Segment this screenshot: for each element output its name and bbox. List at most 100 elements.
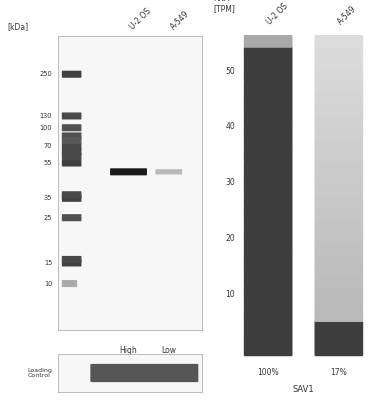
Text: Loading
Control: Loading Control (27, 368, 52, 378)
FancyBboxPatch shape (62, 143, 82, 150)
FancyBboxPatch shape (244, 252, 292, 265)
FancyBboxPatch shape (315, 286, 363, 299)
FancyBboxPatch shape (244, 206, 292, 219)
FancyBboxPatch shape (244, 229, 292, 242)
FancyBboxPatch shape (315, 206, 363, 219)
Text: 20: 20 (226, 234, 235, 243)
FancyBboxPatch shape (110, 168, 147, 175)
FancyBboxPatch shape (315, 298, 363, 310)
FancyBboxPatch shape (244, 275, 292, 288)
FancyBboxPatch shape (62, 112, 82, 120)
FancyBboxPatch shape (315, 172, 363, 185)
FancyBboxPatch shape (315, 161, 363, 174)
FancyBboxPatch shape (244, 344, 292, 356)
FancyBboxPatch shape (315, 104, 363, 116)
FancyBboxPatch shape (315, 69, 363, 82)
Text: U-2 OS: U-2 OS (129, 7, 153, 32)
FancyBboxPatch shape (315, 81, 363, 94)
FancyBboxPatch shape (315, 149, 363, 162)
Text: 130: 130 (40, 113, 52, 119)
FancyBboxPatch shape (315, 126, 363, 139)
Text: 15: 15 (44, 260, 52, 266)
Text: A-549: A-549 (169, 9, 191, 32)
FancyBboxPatch shape (244, 195, 292, 208)
Text: 100: 100 (40, 125, 52, 131)
FancyBboxPatch shape (315, 309, 363, 322)
FancyBboxPatch shape (244, 126, 292, 139)
FancyBboxPatch shape (244, 161, 292, 174)
Text: 50: 50 (226, 66, 235, 76)
FancyBboxPatch shape (244, 184, 292, 196)
FancyBboxPatch shape (244, 58, 292, 71)
FancyBboxPatch shape (244, 218, 292, 230)
FancyBboxPatch shape (62, 124, 82, 131)
FancyBboxPatch shape (244, 332, 292, 345)
FancyBboxPatch shape (62, 260, 82, 266)
FancyBboxPatch shape (62, 214, 82, 221)
FancyBboxPatch shape (91, 364, 198, 382)
FancyBboxPatch shape (62, 280, 77, 287)
FancyBboxPatch shape (315, 115, 363, 128)
FancyBboxPatch shape (315, 35, 363, 48)
Text: 10: 10 (226, 290, 235, 298)
FancyBboxPatch shape (62, 195, 82, 202)
FancyBboxPatch shape (244, 241, 292, 254)
FancyBboxPatch shape (315, 218, 363, 230)
FancyBboxPatch shape (315, 252, 363, 265)
Text: 250: 250 (40, 71, 52, 77)
FancyBboxPatch shape (244, 286, 292, 299)
FancyBboxPatch shape (315, 344, 363, 356)
FancyBboxPatch shape (315, 275, 363, 288)
FancyBboxPatch shape (315, 138, 363, 151)
FancyBboxPatch shape (244, 172, 292, 185)
FancyBboxPatch shape (244, 321, 292, 333)
Text: 25: 25 (44, 215, 52, 221)
FancyBboxPatch shape (244, 115, 292, 128)
FancyBboxPatch shape (244, 149, 292, 162)
FancyBboxPatch shape (315, 184, 363, 196)
FancyBboxPatch shape (244, 35, 292, 48)
FancyBboxPatch shape (244, 309, 292, 322)
Text: High: High (120, 346, 137, 355)
Text: 10: 10 (44, 280, 52, 286)
FancyBboxPatch shape (62, 71, 82, 78)
Text: 40: 40 (226, 122, 235, 131)
Text: 17%: 17% (331, 368, 347, 377)
FancyBboxPatch shape (62, 137, 82, 144)
FancyBboxPatch shape (244, 298, 292, 310)
FancyBboxPatch shape (244, 46, 292, 59)
FancyBboxPatch shape (315, 58, 363, 71)
Text: U-2 OS: U-2 OS (265, 2, 290, 27)
Text: [kDa]: [kDa] (7, 22, 29, 32)
FancyBboxPatch shape (62, 132, 82, 140)
FancyBboxPatch shape (315, 241, 363, 254)
FancyBboxPatch shape (244, 69, 292, 82)
Text: 100%: 100% (257, 368, 279, 377)
FancyBboxPatch shape (62, 256, 82, 263)
Text: 70: 70 (44, 143, 52, 149)
Text: A-549: A-549 (336, 4, 358, 27)
FancyBboxPatch shape (244, 264, 292, 276)
FancyBboxPatch shape (315, 195, 363, 208)
Text: 35: 35 (44, 195, 52, 201)
Text: Low: Low (161, 346, 177, 355)
FancyBboxPatch shape (315, 321, 363, 333)
FancyBboxPatch shape (244, 92, 292, 105)
Text: 55: 55 (44, 160, 52, 166)
FancyBboxPatch shape (315, 92, 363, 105)
Text: RNA
[TPM]: RNA [TPM] (213, 0, 235, 13)
FancyBboxPatch shape (62, 153, 82, 160)
Text: SAV1: SAV1 (293, 385, 314, 394)
FancyBboxPatch shape (315, 229, 363, 242)
FancyBboxPatch shape (62, 148, 82, 155)
Text: 30: 30 (226, 178, 235, 187)
FancyBboxPatch shape (62, 160, 82, 166)
FancyBboxPatch shape (244, 138, 292, 151)
FancyBboxPatch shape (315, 46, 363, 59)
FancyBboxPatch shape (244, 104, 292, 116)
FancyBboxPatch shape (244, 81, 292, 94)
FancyBboxPatch shape (315, 264, 363, 276)
FancyBboxPatch shape (315, 332, 363, 345)
FancyBboxPatch shape (156, 169, 182, 174)
FancyBboxPatch shape (62, 191, 82, 198)
